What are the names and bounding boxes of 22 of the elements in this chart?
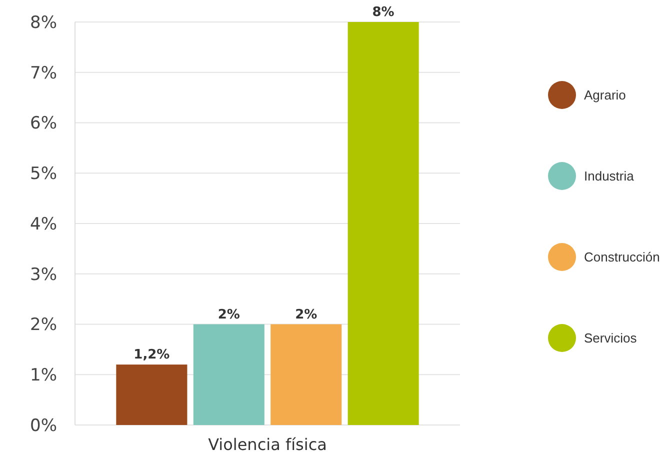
y-tick-label: 3% [30,264,57,285]
y-tick-label: 2% [30,315,57,336]
y-tick-label: 8% [30,12,57,33]
y-tick-label: 4% [30,214,57,234]
bar [116,364,188,425]
data-label: 2% [218,307,240,322]
data-label: 8% [372,5,394,20]
bar [348,22,419,425]
y-tick-label: 5% [30,164,57,184]
legend-label: Construcción [584,250,660,265]
y-tick-label: 6% [30,114,57,134]
data-label: 1,2% [134,348,170,363]
y-tick-label: 0% [30,416,57,436]
legend-label: Servicios [584,330,638,346]
legend-label: Agrario [584,88,626,103]
x-axis-title: Violencia física [208,435,327,454]
bar [270,324,342,425]
y-tick-label: 1% [30,366,57,386]
bar [193,324,264,425]
legend-label: Industria [584,168,635,184]
y-tick-label: 7% [30,63,57,84]
data-label: 2% [295,307,318,322]
